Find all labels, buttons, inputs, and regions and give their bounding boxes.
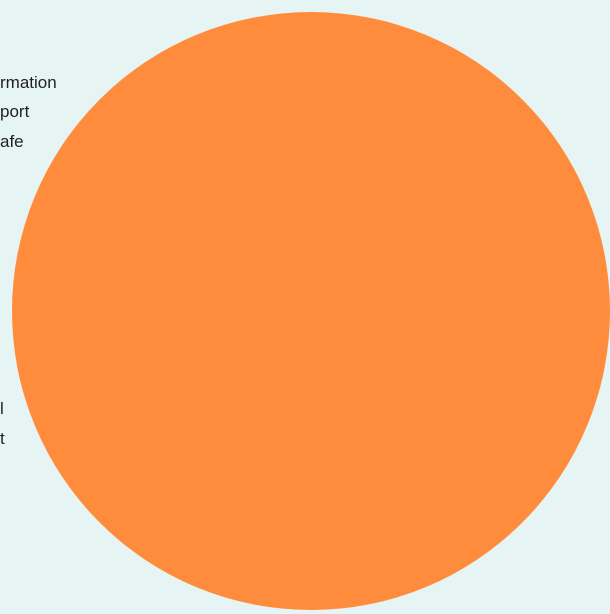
partial-text-line: rmation: [0, 73, 57, 92]
partial-text-line: afe: [0, 132, 24, 151]
partial-text-line: port: [0, 102, 30, 121]
partial-text-line: t: [0, 429, 5, 448]
partial-text-line: l: [0, 399, 4, 418]
orange-circle: [12, 12, 610, 610]
